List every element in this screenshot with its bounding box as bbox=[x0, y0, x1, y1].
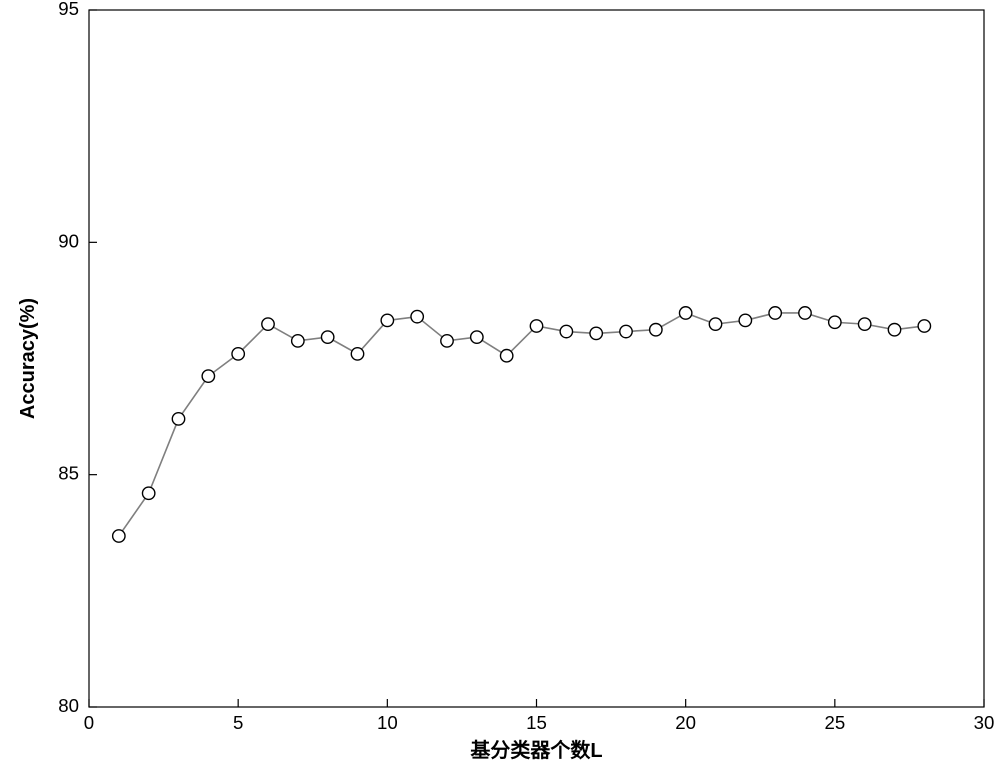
series-marker bbox=[262, 318, 274, 330]
series-marker bbox=[829, 316, 841, 328]
series-marker bbox=[560, 325, 572, 337]
series-marker bbox=[739, 314, 751, 326]
series-marker bbox=[232, 348, 244, 360]
series-marker bbox=[799, 307, 811, 319]
series-marker bbox=[888, 323, 900, 335]
series-marker bbox=[679, 307, 691, 319]
y-axis-label: Accuracy(%) bbox=[17, 298, 39, 419]
series-marker bbox=[530, 320, 542, 332]
series-marker bbox=[142, 487, 154, 499]
series-marker bbox=[351, 348, 363, 360]
series-marker bbox=[858, 318, 870, 330]
x-tick-label: 5 bbox=[233, 712, 243, 733]
series-marker bbox=[918, 320, 930, 332]
series-marker bbox=[620, 325, 632, 337]
y-tick-label: 90 bbox=[58, 230, 79, 251]
x-tick-label: 10 bbox=[377, 712, 398, 733]
y-tick-label: 95 bbox=[58, 0, 79, 19]
series-marker bbox=[709, 318, 721, 330]
series-marker bbox=[411, 310, 423, 322]
x-tick-label: 20 bbox=[675, 712, 696, 733]
series-marker bbox=[113, 530, 125, 542]
series-marker bbox=[590, 327, 602, 339]
x-axis-label: 基分类器个数L bbox=[470, 738, 602, 762]
x-tick-label: 15 bbox=[526, 712, 547, 733]
x-tick-label: 0 bbox=[84, 712, 94, 733]
y-tick-label: 85 bbox=[58, 463, 79, 484]
series-marker bbox=[500, 350, 512, 362]
x-tick-label: 25 bbox=[824, 712, 845, 733]
y-tick-label: 80 bbox=[58, 695, 79, 716]
series-marker bbox=[292, 335, 304, 347]
chart-svg: 0 5 10 15 20 25 30 80 85 90 95 基分类器个数L Accuracy(%) bbox=[0, 0, 1000, 784]
chart-background bbox=[0, 0, 1000, 784]
series-marker bbox=[471, 331, 483, 343]
x-tick-label: 30 bbox=[974, 712, 995, 733]
series-marker bbox=[321, 331, 333, 343]
series-marker bbox=[769, 307, 781, 319]
series-marker bbox=[381, 314, 393, 326]
accuracy-line-chart: 0 5 10 15 20 25 30 80 85 90 95 基分类器个数L Accuracy(%) bbox=[0, 0, 1000, 784]
series-marker bbox=[441, 335, 453, 347]
series-marker bbox=[172, 413, 184, 425]
series-marker bbox=[650, 323, 662, 335]
series-marker bbox=[202, 370, 214, 382]
